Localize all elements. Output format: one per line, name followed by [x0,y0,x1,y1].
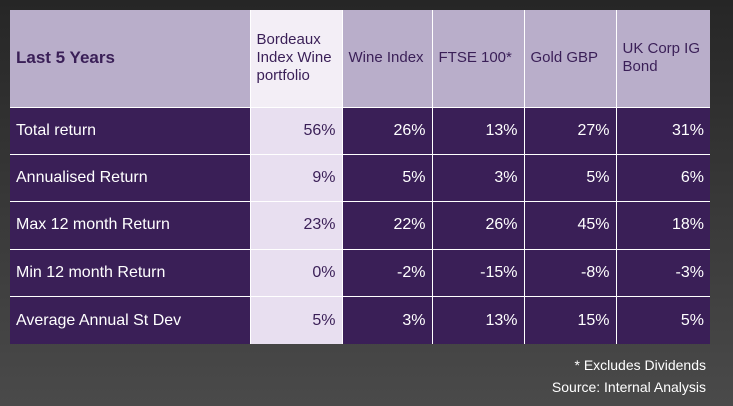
cell-value: 5% [524,154,617,203]
cell-value: 3% [342,296,433,344]
row-label: Min 12 month Return [10,249,251,298]
footnote-excludes-dividends: * Excludes Dividends [574,357,706,373]
column-header-wine-index: Wine Index [342,10,433,108]
row-label: Annualised Return [10,154,251,203]
performance-table: Last 5 Years Bordeaux Index Wine portfol… [10,10,710,344]
cell-value: 22% [342,201,433,250]
column-header-bordeaux-index: Bordeaux Index Wine portfolio [250,10,343,108]
cell-value: 18% [616,201,710,250]
cell-value: 6% [616,154,710,203]
column-header-uk-corp-ig-bond: UK Corp IG Bond [616,10,710,108]
cell-value: 13% [432,107,525,155]
table-row: Total return 56% 26% 13% 27% 31% [10,107,710,155]
table-row: Annualised Return 9% 5% 3% 5% 6% [10,154,710,203]
cell-value: 15% [524,296,617,344]
header-row: Last 5 Years Bordeaux Index Wine portfol… [10,10,710,108]
cell-value: 56% [250,107,343,155]
footnote-source: Source: Internal Analysis [551,379,706,395]
cell-value: -8% [524,249,617,298]
cell-value: 9% [250,154,343,203]
period-header: Last 5 Years [10,10,251,108]
table-row: Min 12 month Return 0% -2% -15% -8% -3% [10,249,710,298]
footnote: * Excludes Dividends Source: Internal An… [552,354,706,398]
column-header-gold-gbp: Gold GBP [524,10,617,108]
column-header-ftse-100: FTSE 100* [432,10,525,108]
cell-value: 27% [524,107,617,155]
row-label: Max 12 month Return [10,201,251,250]
cell-value: 3% [432,154,525,203]
cell-value: -2% [342,249,433,298]
cell-value: 26% [432,201,525,250]
cell-value: 31% [616,107,710,155]
row-label: Total return [10,107,251,155]
cell-value: -3% [616,249,710,298]
table-row: Average Annual St Dev 5% 3% 13% 15% 5% [10,296,710,344]
cell-value: 5% [342,154,433,203]
cell-value: 23% [250,201,343,250]
cell-value: 26% [342,107,433,155]
cell-value: 13% [432,296,525,344]
row-label: Average Annual St Dev [10,296,251,344]
table-row: Max 12 month Return 23% 22% 26% 45% 18% [10,201,710,250]
cell-value: 5% [680,311,704,329]
cell-value: 45% [524,201,617,250]
cell-value: 5% [250,296,343,344]
cell-value: 0% [250,249,343,298]
cell-value: -15% [432,249,525,298]
